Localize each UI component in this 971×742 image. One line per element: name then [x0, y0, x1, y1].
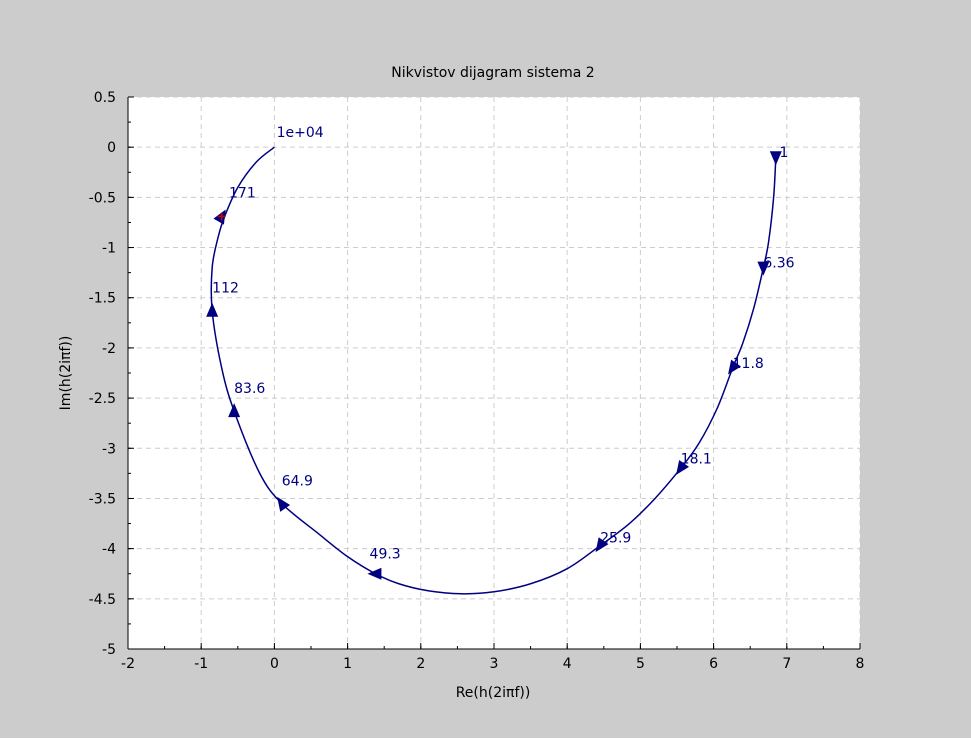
- grid-lines: [128, 96, 861, 649]
- frequency-label: 64.9: [282, 473, 313, 489]
- x-axis-label: Re(h(2iπf)): [456, 685, 531, 701]
- y-tick-label: 0.5: [94, 90, 116, 106]
- frequency-label: 18.1: [681, 451, 712, 467]
- x-tick-label: 5: [636, 656, 645, 672]
- direction-arrows: [206, 151, 782, 580]
- y-tick-label: -3: [102, 441, 116, 457]
- y-tick-label: -1.5: [89, 291, 116, 307]
- x-tick-label: 8: [856, 656, 865, 672]
- x-tick-label: 6: [709, 656, 718, 672]
- frequency-label: 83.6: [234, 381, 265, 397]
- x-tick-label: 2: [416, 656, 425, 672]
- y-tick-label: -5: [102, 642, 116, 658]
- direction-arrow: [676, 459, 690, 475]
- direction-arrow: [277, 496, 291, 512]
- y-tick-label: -2: [102, 341, 116, 357]
- y-tick-label: -4: [102, 542, 116, 558]
- frequency-label: 11.8: [733, 356, 764, 372]
- x-tick-label: 7: [782, 656, 791, 672]
- frequency-label: 6.36: [763, 256, 794, 272]
- y-tick-label: 0: [107, 140, 116, 156]
- y-tick-label: -4.5: [89, 592, 116, 608]
- x-tick-label: 1: [343, 656, 352, 672]
- direction-arrow: [757, 261, 770, 276]
- axes: -2 -1 0 1 2 3 4 5 6 7 8 0.5 0 -0.5 -1 -1.5 -2 -2.5 -3 -3.5 -…: [89, 90, 865, 672]
- x-tick-label: 3: [490, 656, 499, 672]
- direction-arrow: [367, 567, 382, 580]
- frequency-label: 25.9: [600, 531, 631, 547]
- y-tick-label: -3.5: [89, 491, 116, 507]
- direction-arrow: [228, 403, 241, 418]
- frequency-label: 171: [229, 185, 256, 201]
- direction-arrow: [595, 537, 609, 553]
- frequency-label: 112: [212, 281, 239, 297]
- direction-arrow: [769, 151, 782, 166]
- nyquist-curve-group: [210, 146, 777, 595]
- frequency-label: 1e+04: [277, 125, 324, 141]
- y-tick-label: -0.5: [89, 190, 116, 206]
- chart-title: Nikvistov dijagram sistema 2: [391, 65, 594, 81]
- y-axis-label: Im(h(2iπf)): [58, 336, 74, 411]
- x-tick-label: 4: [563, 656, 572, 672]
- x-tick-label: -1: [194, 656, 208, 672]
- y-tick-label: -2.5: [89, 391, 116, 407]
- nyquist-curve: [210, 146, 777, 595]
- frequency-labels: 1 6.36 11.8 18.1 25.9 49.3 64.9 83.6 112 171 1e+04: [212, 125, 794, 563]
- frequency-label: 1: [779, 145, 788, 161]
- direction-arrow: [206, 302, 219, 317]
- frequency-label: 49.3: [370, 547, 401, 563]
- direction-arrow: [728, 359, 741, 375]
- x-tick-label: 0: [270, 656, 279, 672]
- x-tick-label: -2: [121, 656, 135, 672]
- y-tick-label: -1: [102, 241, 116, 257]
